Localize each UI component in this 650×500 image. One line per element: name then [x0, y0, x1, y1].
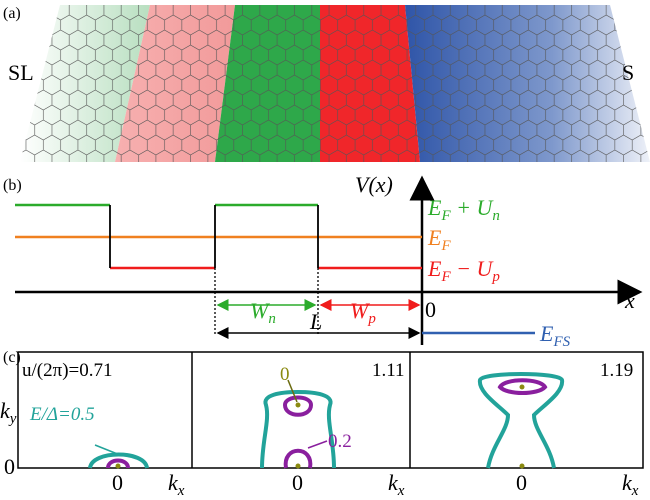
panel-label: (a): [3, 5, 21, 22]
zero-y: 0: [4, 454, 15, 479]
axis-y-label: ky: [0, 398, 17, 427]
figure: (a) SL S (b) V(x) x 0 EF + Un EF EF − Up…: [0, 0, 650, 500]
left-lead: SL: [8, 60, 34, 85]
level-s: EFS: [539, 321, 571, 350]
right-lead: S: [622, 60, 634, 85]
zero-x: 0: [516, 470, 527, 495]
level-up: EF + Un: [427, 195, 500, 224]
contour-label: 0.2: [328, 431, 352, 452]
graphene-sheet: [20, 5, 650, 162]
energy-label: E/Δ=0.5: [29, 404, 95, 425]
zero-x: 0: [112, 470, 123, 495]
origin-label: 0: [425, 297, 436, 322]
axis-x-label: kx: [622, 470, 639, 499]
contour-label: 0: [280, 364, 290, 385]
panel-tag: u/(2π)=0.71: [22, 360, 113, 381]
axis-y-label: V(x): [355, 172, 393, 197]
potential-profile: [15, 178, 640, 345]
axis-x-label: kx: [168, 470, 185, 499]
zero-x: 0: [292, 470, 303, 495]
width-p: Wp: [350, 298, 376, 327]
length: L: [309, 309, 322, 334]
level-mid: EF: [427, 225, 451, 254]
width-n: Wn: [250, 298, 276, 327]
axis-x-label: kx: [388, 470, 405, 499]
panel-tag: 1.19: [600, 360, 633, 381]
panel-tag: 1.11: [372, 360, 405, 381]
level-down: EF − Up: [427, 256, 500, 285]
panel-label: (b): [3, 177, 22, 194]
axis-x-label: x: [624, 288, 635, 313]
